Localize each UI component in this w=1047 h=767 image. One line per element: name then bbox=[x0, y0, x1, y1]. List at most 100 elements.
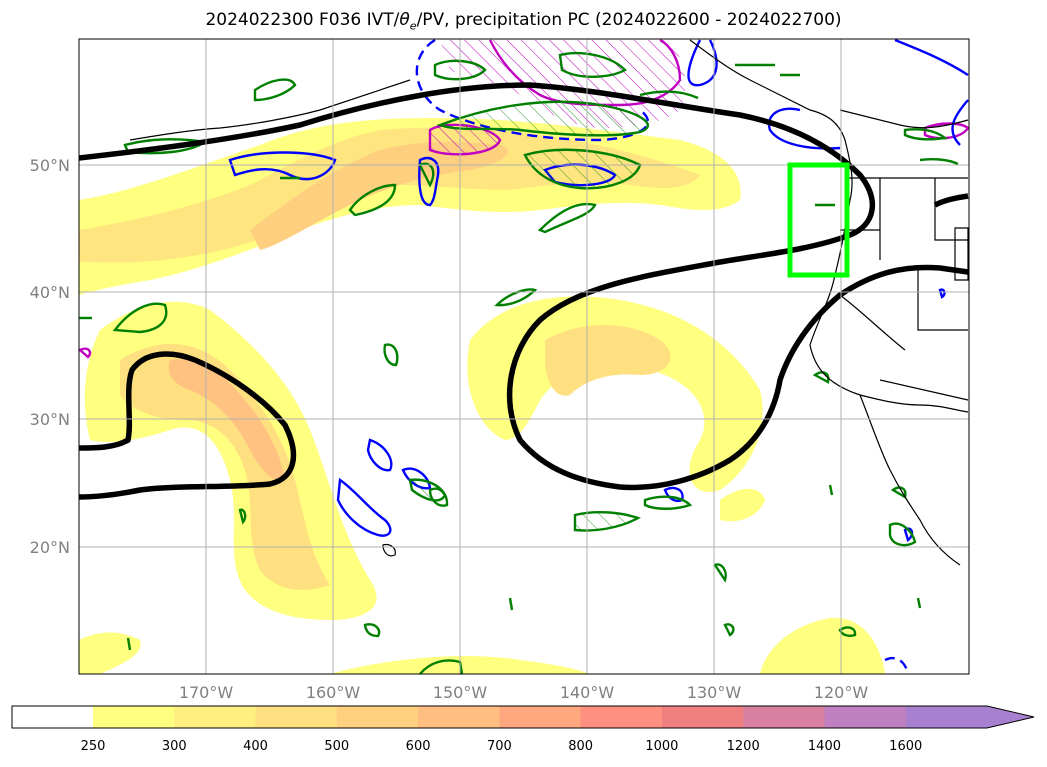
mexico-border bbox=[879, 379, 969, 401]
ivt-band-small bbox=[720, 488, 765, 522]
colorbar-segment-1600 bbox=[905, 706, 988, 728]
state-border-6 bbox=[954, 227, 969, 281]
green-contour-23 bbox=[812, 371, 830, 384]
colorbar-segment-800 bbox=[580, 706, 663, 728]
blue-contour-h bbox=[938, 288, 946, 299]
state-border-5 bbox=[934, 178, 968, 241]
green-contour-10 bbox=[112, 302, 168, 334]
magenta-contour-north bbox=[488, 39, 682, 107]
coastline-us-west bbox=[809, 139, 969, 413]
ivt-central-inner bbox=[545, 325, 671, 396]
green-contour-1 bbox=[433, 59, 487, 81]
state-border-3 bbox=[839, 294, 906, 351]
lon-labels: 170°W 160°W 150°W 140°W 130°W 120°W bbox=[179, 683, 869, 702]
green-contour-18 bbox=[363, 623, 381, 638]
theta-symbol: θ bbox=[399, 10, 410, 30]
blue-contour-ne2 bbox=[951, 99, 969, 146]
green-contour-34 bbox=[508, 597, 514, 611]
coastline-baja bbox=[859, 394, 961, 566]
magenta-contour-west bbox=[79, 347, 92, 359]
figure-title: 2024022300 F036 IVT/θe/PV, precipitation… bbox=[205, 10, 842, 33]
colorbar-segment-300 bbox=[174, 706, 257, 728]
ivt-band-north-core bbox=[250, 141, 509, 250]
colorbar-label-600: 600 bbox=[406, 739, 431, 754]
colorbar-under bbox=[12, 706, 93, 728]
aleutian-coast bbox=[129, 79, 411, 141]
green-contour-7 bbox=[348, 183, 397, 217]
green-contour-27 bbox=[919, 158, 959, 166]
lon-label-160w: 160°W bbox=[306, 683, 361, 702]
colorbar-segments bbox=[93, 706, 988, 728]
green-contour-16 bbox=[643, 495, 693, 510]
colorbar-label-500: 500 bbox=[324, 739, 349, 754]
colorbar-labels: 250 300 400 500 600 700 800 1000 1200 1400 1600 bbox=[81, 739, 923, 754]
colorbar-segment-1200 bbox=[743, 706, 825, 728]
green-contour-28 bbox=[639, 90, 699, 100]
lon-label-170w: 170°W bbox=[179, 683, 234, 702]
precip-green-contours bbox=[79, 51, 959, 674]
colorbar-segment-500 bbox=[336, 706, 419, 728]
colorbar-label-400: 400 bbox=[243, 739, 268, 754]
theta-e-contour-west bbox=[79, 351, 297, 500]
coastlines bbox=[129, 39, 969, 566]
ivt-band-central bbox=[467, 296, 763, 492]
theta-subscript: e bbox=[409, 19, 417, 33]
blue-contour-coast bbox=[767, 107, 841, 150]
highlight-box bbox=[787, 162, 850, 278]
blue-contour-a bbox=[228, 151, 337, 181]
colorbar-label-700: 700 bbox=[487, 739, 512, 754]
green-contour-4 bbox=[523, 148, 642, 190]
colorbar-segment-1400 bbox=[824, 706, 907, 728]
map-frame bbox=[78, 38, 970, 675]
colorbar-label-250: 250 bbox=[81, 739, 106, 754]
map-content bbox=[79, 39, 969, 674]
colorbar-label-1600: 1600 bbox=[889, 739, 922, 754]
lat-label-40n: 40°N bbox=[30, 283, 70, 302]
hawaii-coast bbox=[382, 543, 396, 557]
lat-label-30n: 30°N bbox=[30, 410, 70, 429]
lon-label-150w: 150°W bbox=[433, 683, 488, 702]
coastline-alaska-bc bbox=[689, 39, 846, 141]
ivt-shading bbox=[79, 118, 885, 674]
blue-contour-j bbox=[884, 656, 910, 674]
green-contour-12 bbox=[383, 343, 399, 367]
colorbar-label-300: 300 bbox=[162, 739, 187, 754]
colorbar-label-1000: 1000 bbox=[645, 739, 678, 754]
blue-contour-b bbox=[418, 156, 440, 207]
green-contour-2 bbox=[558, 51, 627, 78]
green-contour-15 bbox=[573, 511, 641, 532]
green-contour-22 bbox=[838, 626, 857, 637]
lon-label-130w: 130°W bbox=[687, 683, 742, 702]
colorbar-extend-arrow bbox=[987, 706, 1034, 728]
lat-label-20n: 20°N bbox=[30, 538, 70, 557]
state-border-4 bbox=[917, 270, 968, 331]
green-contour-3 bbox=[436, 100, 649, 137]
green-contour-11 bbox=[494, 288, 538, 307]
green-contour-20 bbox=[713, 563, 727, 583]
colorbar-outline bbox=[11, 705, 1035, 729]
lon-label-120w: 120°W bbox=[814, 683, 869, 702]
theta-e-contour-ne bbox=[933, 193, 969, 208]
green-contour-35 bbox=[126, 637, 132, 651]
blue-contour-d bbox=[366, 438, 393, 472]
ivt-band-sw bbox=[79, 632, 141, 674]
colorbar-segment-400 bbox=[255, 706, 338, 728]
pv-magenta-region bbox=[79, 39, 969, 359]
green-contour-14 bbox=[428, 487, 449, 507]
theta-e-contours bbox=[79, 82, 969, 500]
green-contour-24 bbox=[888, 522, 917, 547]
green-contour-26 bbox=[903, 128, 948, 141]
colorbar-segment-700 bbox=[499, 706, 582, 728]
theta-e-contour-main bbox=[79, 82, 969, 491]
lat-label-50n: 50°N bbox=[30, 156, 70, 175]
colorbar-label-1400: 1400 bbox=[808, 739, 841, 754]
ivt-subtropical-inner bbox=[120, 343, 330, 590]
coastline-bc-border bbox=[839, 109, 969, 129]
green-contour-21 bbox=[723, 623, 735, 637]
green-contour-8 bbox=[418, 162, 435, 188]
green-contour-17 bbox=[238, 508, 247, 525]
green-contour-37 bbox=[916, 597, 922, 609]
green-contour-36 bbox=[828, 484, 834, 496]
blue-contour-f bbox=[336, 477, 392, 537]
